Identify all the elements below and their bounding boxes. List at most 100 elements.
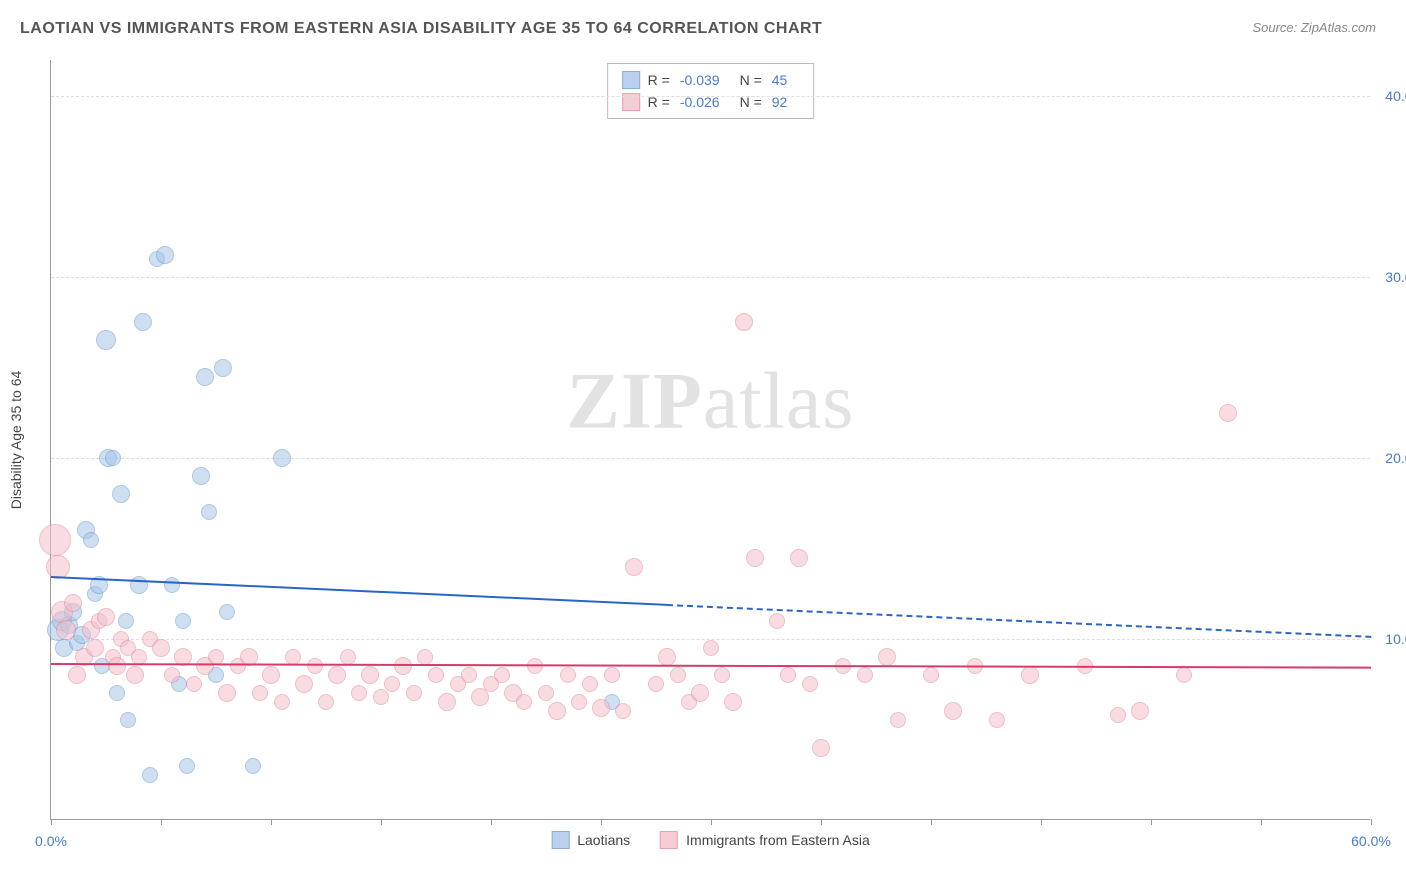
n-label: N = — [740, 72, 762, 88]
data-point — [105, 450, 121, 466]
data-point — [218, 684, 236, 702]
data-point — [86, 639, 104, 657]
data-point — [134, 313, 152, 331]
data-point — [989, 712, 1005, 728]
x-tick — [1041, 819, 1042, 825]
x-tick — [821, 819, 822, 825]
x-tick — [161, 819, 162, 825]
y-tick-label: 40.0% — [1385, 88, 1406, 104]
data-point — [56, 620, 76, 640]
trend-line — [51, 663, 1371, 669]
y-tick-label: 10.0% — [1385, 631, 1406, 647]
y-axis-label: Disability Age 35 to 64 — [8, 370, 24, 509]
data-point — [274, 694, 290, 710]
data-point — [735, 313, 753, 331]
data-point — [438, 693, 456, 711]
data-point — [538, 685, 554, 701]
data-point — [97, 608, 115, 626]
data-point — [703, 640, 719, 656]
x-tick — [1151, 819, 1152, 825]
y-tick-label: 30.0% — [1385, 269, 1406, 285]
legend-swatch-series2 — [660, 831, 678, 849]
x-tick — [1261, 819, 1262, 825]
data-point — [1021, 666, 1039, 684]
data-point — [857, 667, 873, 683]
legend-swatch-series1 — [551, 831, 569, 849]
data-point — [273, 449, 291, 467]
x-tick — [271, 819, 272, 825]
data-point — [780, 667, 796, 683]
data-point — [201, 504, 217, 520]
data-point — [812, 739, 830, 757]
n-value-series1: 45 — [772, 72, 788, 88]
data-point — [112, 485, 130, 503]
y-tick-label: 20.0% — [1385, 450, 1406, 466]
grid-line — [51, 96, 1370, 97]
data-point — [126, 666, 144, 684]
r-label: R = — [648, 72, 670, 88]
data-point — [361, 666, 379, 684]
data-point — [494, 667, 510, 683]
r-value-series1: -0.039 — [680, 72, 720, 88]
x-tick-label: 60.0% — [1351, 833, 1391, 849]
data-point — [582, 676, 598, 692]
data-point — [96, 330, 116, 350]
x-tick — [491, 819, 492, 825]
data-point — [691, 684, 709, 702]
data-point — [64, 594, 82, 612]
data-point — [1110, 707, 1126, 723]
data-point — [156, 246, 174, 264]
data-point — [648, 676, 664, 692]
data-point — [394, 657, 412, 675]
data-point — [923, 667, 939, 683]
legend-item-series1: Laotians — [551, 831, 630, 849]
data-point — [196, 368, 214, 386]
data-point — [152, 639, 170, 657]
data-point — [769, 613, 785, 629]
data-point — [108, 657, 126, 675]
data-point — [878, 648, 896, 666]
data-point — [548, 702, 566, 720]
data-point — [179, 758, 195, 774]
data-point — [714, 667, 730, 683]
watermark-atlas: atlas — [703, 357, 855, 445]
stats-legend-box: R = -0.039 N = 45 R = -0.026 N = 92 — [607, 63, 815, 119]
data-point — [39, 524, 71, 556]
data-point — [262, 666, 280, 684]
stats-row-series1: R = -0.039 N = 45 — [622, 69, 800, 91]
legend-label-series1: Laotians — [577, 832, 630, 848]
data-point — [192, 467, 210, 485]
data-point — [186, 676, 202, 692]
data-point — [164, 667, 180, 683]
data-point — [746, 549, 764, 567]
data-point — [214, 359, 232, 377]
data-point — [724, 693, 742, 711]
x-tick — [711, 819, 712, 825]
data-point — [351, 685, 367, 701]
data-point — [592, 699, 610, 717]
x-tick — [381, 819, 382, 825]
data-point — [328, 666, 346, 684]
bottom-legend: Laotians Immigrants from Eastern Asia — [551, 831, 870, 849]
source-attribution: Source: ZipAtlas.com — [1252, 20, 1376, 35]
data-point — [790, 549, 808, 567]
data-point — [802, 676, 818, 692]
data-point — [120, 712, 136, 728]
data-point — [428, 667, 444, 683]
data-point — [142, 767, 158, 783]
x-tick — [1371, 819, 1372, 825]
swatch-series1 — [622, 71, 640, 89]
stats-row-series2: R = -0.026 N = 92 — [622, 91, 800, 113]
grid-line — [51, 277, 1370, 278]
data-point — [604, 667, 620, 683]
data-point — [944, 702, 962, 720]
data-point — [68, 666, 86, 684]
data-point — [46, 555, 70, 579]
data-point — [625, 558, 643, 576]
chart-title: LAOTIAN VS IMMIGRANTS FROM EASTERN ASIA … — [20, 20, 822, 38]
data-point — [109, 685, 125, 701]
x-tick — [931, 819, 932, 825]
watermark-zip: ZIP — [567, 357, 703, 445]
data-point — [245, 758, 261, 774]
data-point — [571, 694, 587, 710]
